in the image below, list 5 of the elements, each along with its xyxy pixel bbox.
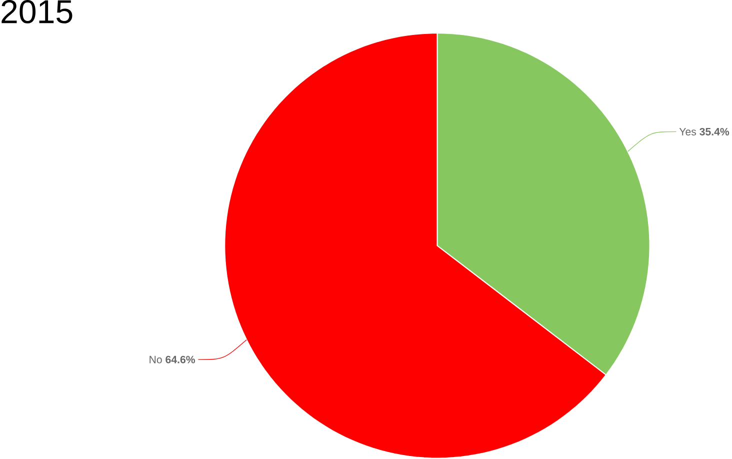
chart-title: 2015	[2, 0, 72, 24]
slice-label: Yes	[679, 128, 696, 136]
data-label: 64.6%	[166, 356, 196, 364]
data-label: 35.4%	[700, 128, 730, 136]
slice-label: No	[150, 356, 162, 364]
